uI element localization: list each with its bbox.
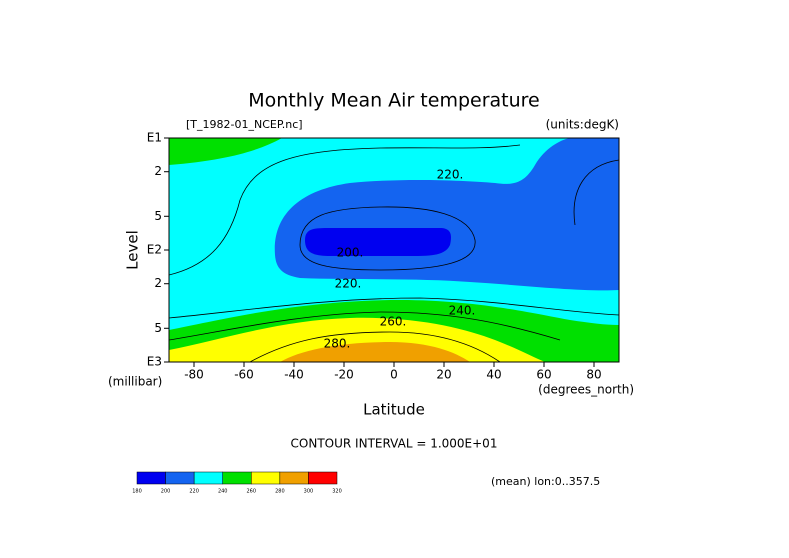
contour-label: 240. [449, 304, 476, 318]
contour-line [169, 297, 619, 319]
colorbar-label: 200 [161, 489, 171, 495]
x-tick-label: 60 [536, 368, 551, 382]
units-label: (units:degK) [546, 118, 619, 132]
contour-fill [169, 317, 545, 362]
contour-line [573, 159, 619, 226]
x-axis-title: Latitude [363, 401, 425, 419]
contour-label: 220. [335, 277, 362, 291]
colorbar-box [136, 471, 166, 485]
colorbar-label: 220 [189, 489, 199, 495]
colorbar-box [279, 471, 309, 485]
colorbar-label: 260 [247, 489, 257, 495]
x-tick-label: 0 [390, 368, 398, 382]
colorbar-label: 240 [218, 489, 228, 495]
x-tick-label: 80 [586, 368, 601, 382]
colorbar-label: 180 [132, 489, 142, 495]
contour-line [249, 331, 501, 362]
y-tick-label: 5 [154, 209, 162, 223]
contour-fill [280, 342, 470, 362]
y-tick-label: E1 [147, 131, 162, 145]
x-tick-label: -60 [234, 368, 254, 382]
y-tick-label: 2 [154, 164, 162, 178]
contour-fill [169, 138, 282, 165]
colorbar-box [308, 471, 338, 485]
annotation: (mean) lon:0..357.5 [491, 475, 600, 488]
colorbar-box [251, 471, 281, 485]
y-tick-label: E2 [147, 243, 162, 257]
x-tick-label: -80 [184, 368, 204, 382]
y-tick-label: E3 [147, 355, 162, 369]
contour-line [169, 311, 561, 341]
contour-label: 220. [437, 168, 464, 182]
colorbar-box [165, 471, 195, 485]
y-tick-label: 5 [154, 321, 162, 335]
contour-fill [305, 228, 451, 256]
contour-label: 280. [324, 337, 351, 351]
contour-line [169, 144, 521, 276]
x-tick-label: 20 [436, 368, 451, 382]
colorbar-label: 280 [275, 489, 285, 495]
y-axis-title: Level [124, 230, 142, 270]
x-tick-label: -20 [334, 368, 354, 382]
file-label: [T_1982-01_NCEP.nc] [186, 118, 303, 131]
contour-interval: CONTOUR INTERVAL = 1.000E+01 [291, 437, 498, 451]
y-tick-label: 2 [154, 276, 162, 290]
x-tick-label: 40 [486, 368, 501, 382]
colorbar-box [222, 471, 252, 485]
contour-label: 260. [380, 315, 407, 329]
x-units: (degrees_north) [538, 383, 634, 397]
colorbar-box [193, 471, 223, 485]
colorbar-label: 300 [304, 489, 314, 495]
colorbar-label: 320 [332, 489, 342, 495]
chart-title: Monthly Mean Air temperature [248, 90, 539, 112]
contour-line [299, 206, 476, 271]
x-tick-label: -40 [284, 368, 304, 382]
plot-area: 220. 200. 220. 240. 260. 280. [169, 138, 619, 362]
y-units: (millibar) [108, 375, 162, 389]
contour-label: 200. [337, 246, 364, 260]
